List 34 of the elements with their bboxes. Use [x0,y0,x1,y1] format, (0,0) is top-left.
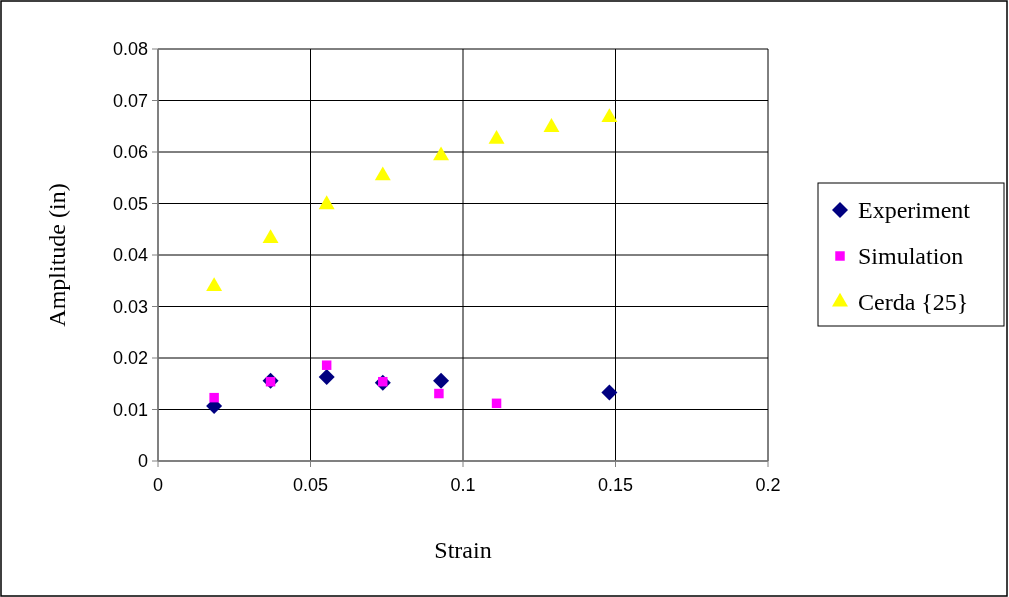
point [488,129,505,144]
y-tick-label: 0.01 [112,399,148,420]
legend-label: Cerda {25} [858,289,969,316]
x-axis-title: Strain [434,537,492,563]
y-tick-label: 0.05 [112,193,148,214]
point [262,229,279,244]
point [601,384,618,401]
x-tick-label: 0.05 [292,475,329,495]
point [318,195,335,210]
point [209,392,219,403]
y-tick-label: 0.02 [112,348,148,369]
point [318,369,335,386]
y-tick-label: 0.04 [112,245,148,266]
point [321,360,332,370]
x-tick-label: 0.2 [755,475,781,495]
y-tick-label: 0.03 [112,296,148,317]
y-axis-title: Amplitude (in) [44,183,70,327]
legend-label: Experiment [858,197,971,224]
point [206,277,223,292]
y-tick-label: 0.06 [112,142,148,163]
y-tick-label: 0.07 [112,90,148,111]
point [434,388,444,399]
point [543,118,560,132]
x-tick-label: 0.15 [597,475,634,495]
point [374,166,391,181]
y-tick-label: 0.08 [112,39,148,60]
point [491,398,502,409]
legend-label: Simulation [858,243,964,270]
point [433,372,450,389]
point [433,146,450,161]
point [601,108,618,123]
x-tick-label: 0.1 [450,475,476,495]
x-tick-label: 0 [152,475,164,495]
y-tick-label: 0 [137,451,148,472]
